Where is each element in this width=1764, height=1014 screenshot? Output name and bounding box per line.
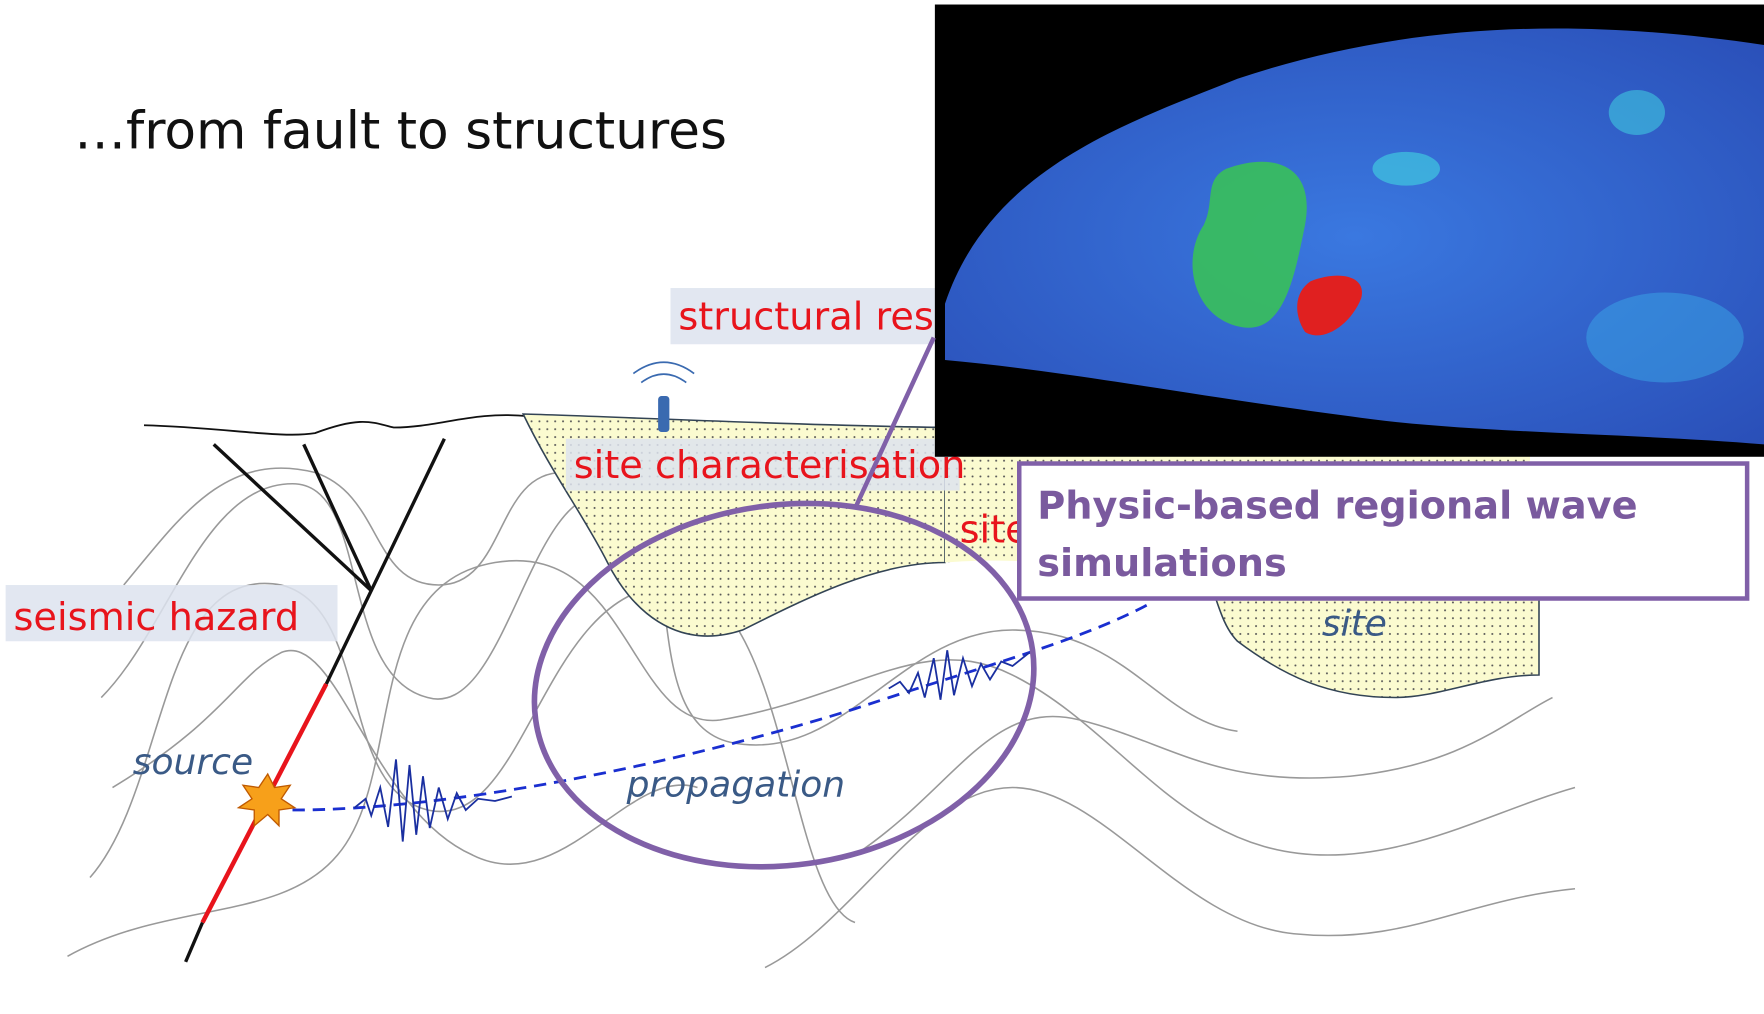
- label: structural resp: [678, 295, 958, 340]
- callout-text: simulations: [1037, 541, 1287, 586]
- simulation-hotspot: [1586, 292, 1744, 383]
- label: site: [1322, 604, 1387, 645]
- ray-path: [292, 600, 1154, 812]
- label: seismic hazard: [14, 595, 300, 640]
- label: source: [133, 742, 253, 783]
- label-bg: [5, 585, 338, 642]
- simulation-volume: [945, 28, 1764, 445]
- simulation-hotspot: [1608, 90, 1665, 136]
- simulation-hotspot: [1372, 151, 1440, 186]
- seismogram: [353, 759, 513, 842]
- callout-text: Physic-based regional wave: [1037, 484, 1637, 529]
- title: …from fault to structures: [74, 102, 727, 162]
- site-basin: [1213, 595, 1540, 699]
- station-signal: [632, 361, 695, 384]
- label-bg: [565, 438, 960, 491]
- label-bg: [670, 288, 941, 345]
- label: propagation: [626, 765, 845, 806]
- callout-ellipse: [531, 500, 1037, 870]
- source-star: [236, 772, 297, 828]
- station: [658, 396, 670, 433]
- simulation-hotspot: [1192, 161, 1307, 328]
- callout-pointer: [852, 336, 936, 510]
- fault: [184, 438, 446, 963]
- seismogram: [888, 650, 1030, 700]
- label: site characterisation: [574, 443, 966, 488]
- callout-box: [1017, 461, 1750, 601]
- simulation-hotspot: [1297, 275, 1362, 336]
